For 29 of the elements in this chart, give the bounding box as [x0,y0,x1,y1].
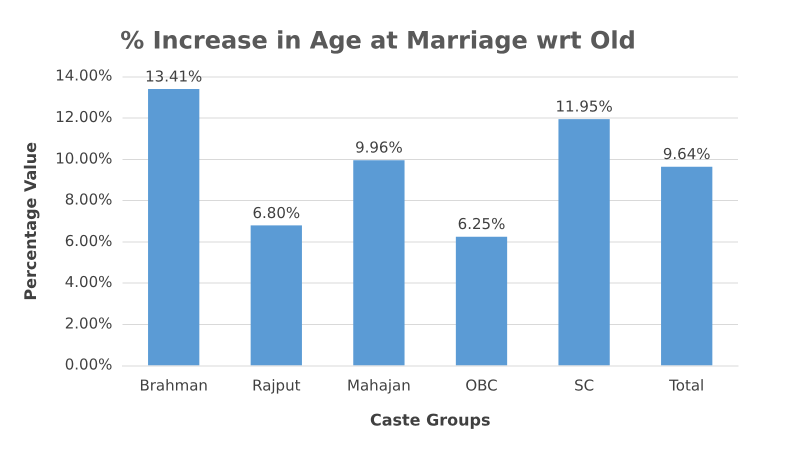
x-tick-label: Mahajan [347,376,411,395]
bar [148,88,200,366]
y-tick-label: 6.00% [64,232,112,250]
y-tick-label: 14.00% [55,66,112,85]
y-axis-title: Percentage Value [20,142,40,301]
x-axis-title: Caste Groups [370,410,490,430]
data-label: 9.64% [662,145,711,164]
bar [353,160,405,366]
y-tick-label: 4.00% [64,273,112,292]
x-tick-label: OBC [465,376,498,395]
bar [456,236,508,366]
data-label: 6.80% [252,204,300,222]
y-tick-label: 8.00% [64,190,112,209]
data-label: 6.25% [458,215,506,234]
x-tick-label: SC [574,376,594,395]
x-tick-label: Brahman [139,376,208,395]
y-tick-label: 10.00% [55,149,112,168]
data-label: 11.95% [555,98,613,116]
y-tick-label: 2.00% [64,314,112,332]
y-tick-label: 0.00% [64,356,112,374]
y-tick-label: 12.00% [55,108,112,126]
data-label: 13.41% [145,67,202,86]
x-tick-label: Total [668,376,704,395]
bar [661,166,712,366]
x-tick-label: Rajput [252,376,301,395]
bar [250,225,302,366]
chart-title: % Increase in Age at Marriage wrt Old [120,26,636,55]
bar [558,119,610,366]
data-label: 9.96% [355,138,403,157]
